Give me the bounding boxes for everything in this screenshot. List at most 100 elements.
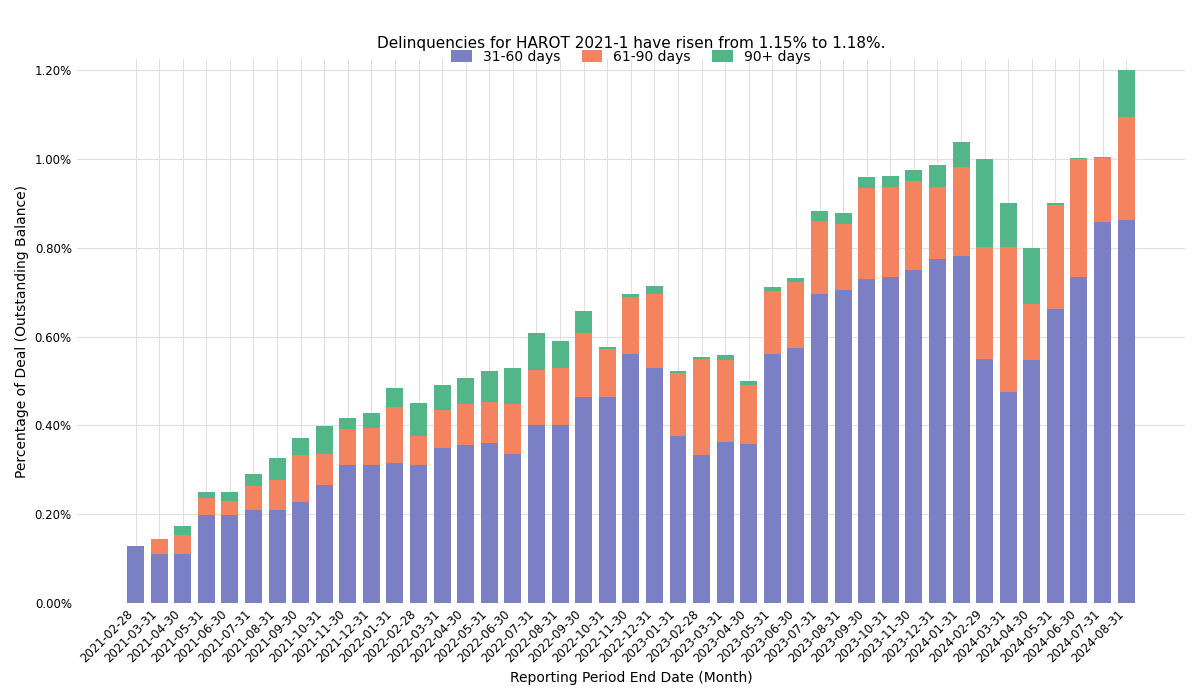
Bar xyxy=(694,359,710,455)
Bar xyxy=(504,454,521,603)
Bar xyxy=(764,286,781,291)
Bar xyxy=(670,437,686,603)
Bar xyxy=(716,356,733,360)
Bar xyxy=(623,297,640,354)
Bar xyxy=(811,221,828,295)
Bar xyxy=(694,356,710,359)
Bar xyxy=(716,360,733,442)
Bar xyxy=(575,333,592,396)
Bar xyxy=(198,492,215,498)
Bar xyxy=(1094,223,1111,603)
Bar xyxy=(221,492,239,500)
Bar xyxy=(174,536,191,554)
Bar xyxy=(764,291,781,354)
Bar xyxy=(976,246,994,359)
Bar xyxy=(292,455,310,502)
Bar xyxy=(740,386,757,444)
Bar xyxy=(457,405,474,445)
Bar xyxy=(292,502,310,603)
Bar xyxy=(528,426,545,603)
Bar xyxy=(1070,158,1087,159)
Bar xyxy=(787,348,804,603)
X-axis label: Reporting Period End Date (Month): Reporting Period End Date (Month) xyxy=(510,671,752,685)
Bar xyxy=(646,295,662,368)
Bar xyxy=(481,371,498,402)
Bar xyxy=(1094,158,1111,223)
Bar xyxy=(764,354,781,603)
Bar xyxy=(670,373,686,437)
Bar xyxy=(835,214,852,225)
Bar xyxy=(221,515,239,603)
Bar xyxy=(716,442,733,603)
Bar xyxy=(174,554,191,603)
Bar xyxy=(245,474,262,486)
Bar xyxy=(976,159,994,246)
Bar xyxy=(340,428,356,466)
Bar xyxy=(552,341,569,368)
Bar xyxy=(269,510,286,603)
Bar xyxy=(504,368,521,405)
Bar xyxy=(174,526,191,536)
Bar xyxy=(1024,304,1040,360)
Bar xyxy=(528,333,545,370)
Bar xyxy=(929,164,946,187)
Bar xyxy=(1000,246,1016,392)
Bar xyxy=(599,346,616,349)
Bar xyxy=(575,396,592,603)
Bar xyxy=(198,515,215,603)
Bar xyxy=(198,498,215,515)
Bar xyxy=(953,142,970,167)
Bar xyxy=(1117,220,1135,603)
Bar xyxy=(646,286,662,295)
Bar xyxy=(433,386,451,410)
Bar xyxy=(858,177,875,188)
Bar xyxy=(269,480,286,510)
Legend: 31-60 days, 61-90 days, 90+ days: 31-60 days, 61-90 days, 90+ days xyxy=(446,44,816,69)
Bar xyxy=(1024,360,1040,603)
Bar xyxy=(1000,204,1016,246)
Bar xyxy=(811,295,828,603)
Bar xyxy=(410,403,427,437)
Bar xyxy=(835,225,852,290)
Bar xyxy=(340,466,356,603)
Bar xyxy=(646,368,662,603)
Bar xyxy=(882,276,899,603)
Bar xyxy=(362,466,380,603)
Bar xyxy=(905,270,923,603)
Bar xyxy=(740,444,757,603)
Bar xyxy=(433,410,451,447)
Bar xyxy=(787,278,804,282)
Bar xyxy=(410,437,427,466)
Y-axis label: Percentage of Deal (Outstanding Balance): Percentage of Deal (Outstanding Balance) xyxy=(14,185,29,477)
Bar xyxy=(599,349,616,396)
Bar xyxy=(386,463,403,603)
Bar xyxy=(787,282,804,348)
Bar xyxy=(882,176,899,187)
Bar xyxy=(858,279,875,603)
Bar xyxy=(386,407,403,463)
Bar xyxy=(1117,117,1135,220)
Bar xyxy=(457,445,474,603)
Bar xyxy=(835,290,852,603)
Bar xyxy=(811,211,828,221)
Bar xyxy=(1094,157,1111,158)
Bar xyxy=(1117,70,1135,117)
Bar xyxy=(528,370,545,426)
Bar xyxy=(858,188,875,279)
Bar xyxy=(1000,392,1016,603)
Bar xyxy=(905,181,923,270)
Bar xyxy=(362,428,380,466)
Bar xyxy=(740,381,757,386)
Bar xyxy=(504,405,521,454)
Bar xyxy=(953,167,970,256)
Bar xyxy=(245,510,262,603)
Bar xyxy=(151,554,168,603)
Bar xyxy=(386,388,403,407)
Bar xyxy=(882,187,899,276)
Bar xyxy=(976,359,994,603)
Bar xyxy=(362,413,380,428)
Bar xyxy=(410,466,427,603)
Bar xyxy=(929,259,946,603)
Bar xyxy=(953,256,970,603)
Bar xyxy=(433,447,451,603)
